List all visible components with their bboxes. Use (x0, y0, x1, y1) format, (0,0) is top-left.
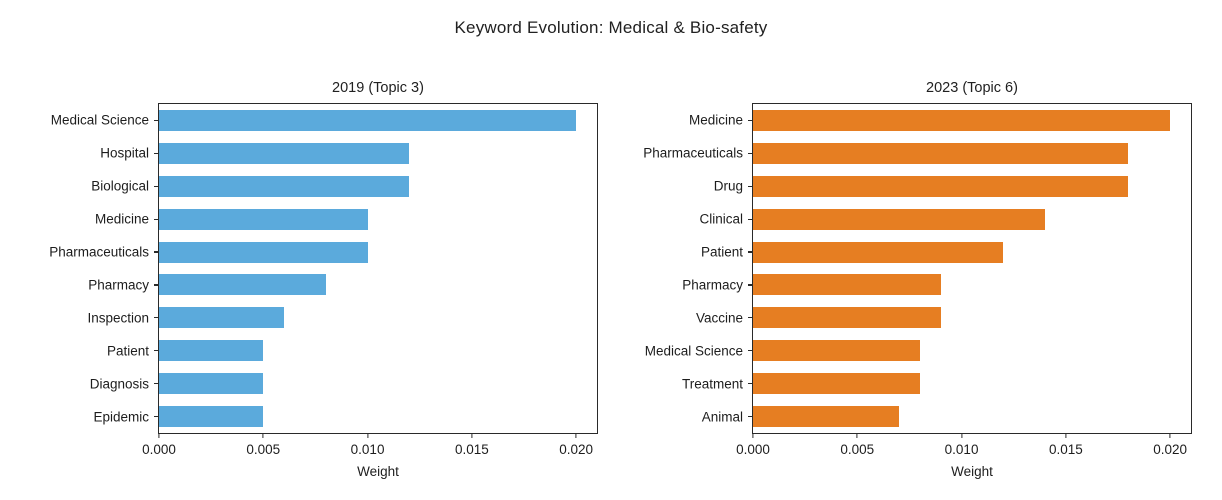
y-tick-label: Pharmacy (682, 277, 743, 293)
y-tick-label: Drug (713, 178, 743, 194)
bar-pharmacy (753, 274, 941, 296)
y-tick-mark (748, 152, 753, 154)
x-tick-label: 0.010 (944, 442, 979, 457)
x-tick-label: 0.020 (1153, 442, 1188, 457)
bar-medicine (753, 109, 1171, 131)
x-tick-label: 0.005 (246, 442, 281, 457)
x-tick-label: 0.000 (736, 442, 770, 457)
y-tick-mark (154, 185, 159, 187)
subplot-title-2019: 2019 (Topic 3) (332, 80, 424, 96)
y-tick-label: Pharmacy (88, 277, 149, 293)
y-tick-label: Animal (701, 409, 743, 425)
x-tick-label: 0.015 (1048, 442, 1083, 457)
x-tick-mark (752, 433, 754, 438)
subplot-2023-topic-6: 2023 (Topic 6) Weight Medicine Pharmaceut… (643, 80, 1192, 479)
y-tick-label: Inspection (87, 310, 149, 326)
x-tick-label: 0.015 (454, 442, 489, 457)
y-tick-label: Treatment (681, 376, 743, 392)
y-tick-mark (748, 218, 753, 220)
bar-diagnosis (159, 373, 264, 395)
bar-medical-science (753, 340, 920, 362)
bar-drug (753, 175, 1129, 197)
x-tick-label: 0.020 (559, 442, 594, 457)
x-tick-label: 0.005 (840, 442, 875, 457)
bar-medicine (159, 208, 368, 230)
y-tick-mark (154, 251, 159, 253)
bar-epidemic (159, 406, 264, 428)
y-tick-label: Pharmaceuticals (49, 244, 149, 260)
y-tick-label: Diagnosis (89, 376, 149, 392)
y-tick-mark (748, 251, 753, 253)
x-tick-mark (960, 433, 963, 438)
y-tick-mark (154, 152, 159, 154)
x-tick-mark (1169, 433, 1171, 438)
y-tick-mark (748, 350, 753, 352)
figure-title: Keyword Evolution: Medical & Bio-safety (454, 18, 768, 37)
y-tick-mark (154, 284, 159, 286)
y-tick-mark (748, 383, 753, 385)
y-tick-label: Vaccine (695, 310, 743, 326)
bar-pharmaceuticals (159, 241, 368, 263)
y-tick-label: Biological (91, 178, 149, 194)
bar-pharmaceuticals (753, 142, 1129, 164)
bar-inspection (159, 307, 285, 329)
y-tick-mark (154, 383, 159, 385)
y-tick-label: Patient (106, 343, 149, 359)
bar-vaccine (753, 307, 941, 329)
y-tick-mark (748, 284, 753, 286)
y-tick-label: Medicine (688, 112, 743, 128)
bar-hospital (159, 142, 410, 164)
bar-medical-science (159, 109, 577, 131)
x-tick-mark (856, 433, 858, 438)
y-tick-mark (154, 317, 159, 319)
bar-biological (159, 175, 410, 197)
y-tick-label: Pharmaceuticals (643, 145, 743, 161)
y-tick-label: Patient (700, 244, 743, 260)
y-tick-label: Epidemic (93, 409, 149, 425)
bar-animal (753, 406, 899, 428)
bar-clinical (753, 208, 1045, 230)
y-tick-mark (154, 415, 159, 418)
subplot-title-2023: 2023 (Topic 6) (926, 80, 1018, 96)
y-tick-mark (154, 350, 159, 352)
bar-treatment (753, 373, 920, 395)
x-tick-label: 0.010 (350, 442, 385, 457)
y-tick-mark (748, 185, 753, 187)
y-tick-label: Medical Science (644, 343, 743, 359)
y-tick-label: Hospital (100, 145, 149, 161)
x-tick-mark (575, 433, 577, 438)
y-tick-mark (154, 119, 159, 122)
x-tick-mark (366, 433, 369, 438)
y-tick-mark (748, 415, 753, 418)
x-tick-mark (158, 433, 160, 438)
bar-patient (159, 340, 264, 362)
x-tick-mark (471, 433, 473, 438)
x-axis-label-weight: Weight (357, 464, 399, 479)
subplot-2019-topic-3: 2019 (Topic 3) Weight Medical Science Hos… (49, 80, 598, 479)
x-tick-label: 0.000 (142, 442, 176, 457)
x-axis-label-weight: Weight (951, 464, 993, 479)
y-tick-label: Medicine (94, 211, 149, 227)
bar-pharmacy (159, 274, 326, 296)
x-tick-mark (1065, 433, 1067, 438)
y-tick-mark (748, 317, 753, 319)
x-tick-mark (262, 433, 264, 438)
y-tick-mark (748, 119, 753, 122)
y-tick-label: Medical Science (50, 112, 149, 128)
bar-patient (753, 241, 1004, 263)
y-tick-mark (154, 218, 159, 220)
y-tick-label: Clinical (699, 211, 743, 227)
